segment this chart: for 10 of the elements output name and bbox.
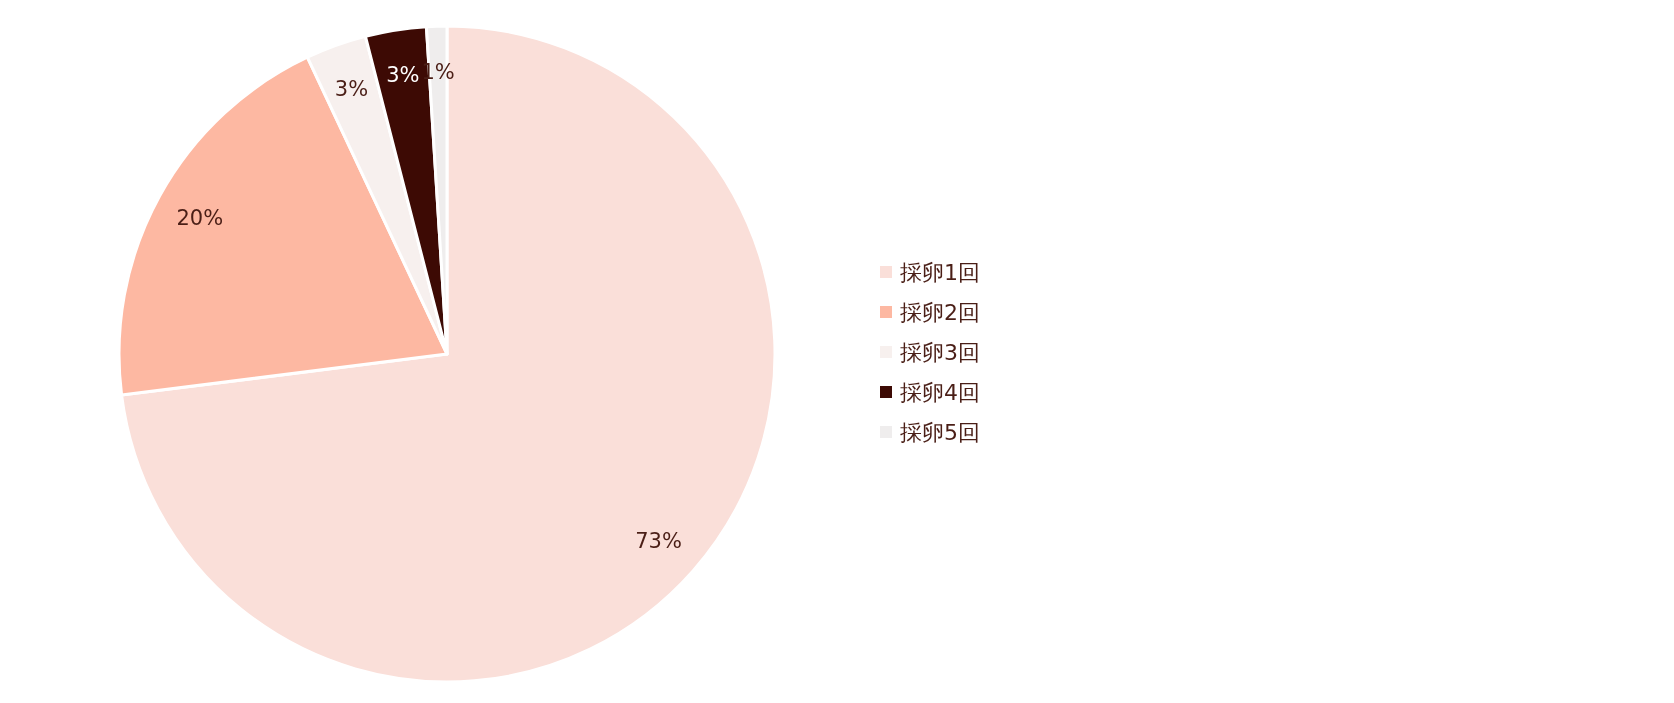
data-label: 3% (386, 63, 420, 88)
data-label: 3% (334, 76, 369, 101)
pie-slice (120, 24, 777, 684)
data-label: 20% (176, 206, 224, 231)
legend-label: 採卵3回 (900, 339, 980, 365)
data-label: 73% (635, 528, 682, 553)
legend-label: 採卵2回 (900, 299, 980, 325)
legend-label: 採卵4回 (900, 379, 980, 405)
legend-label: 採卵1回 (900, 259, 980, 285)
legend-label: 採卵5回 (900, 419, 980, 445)
